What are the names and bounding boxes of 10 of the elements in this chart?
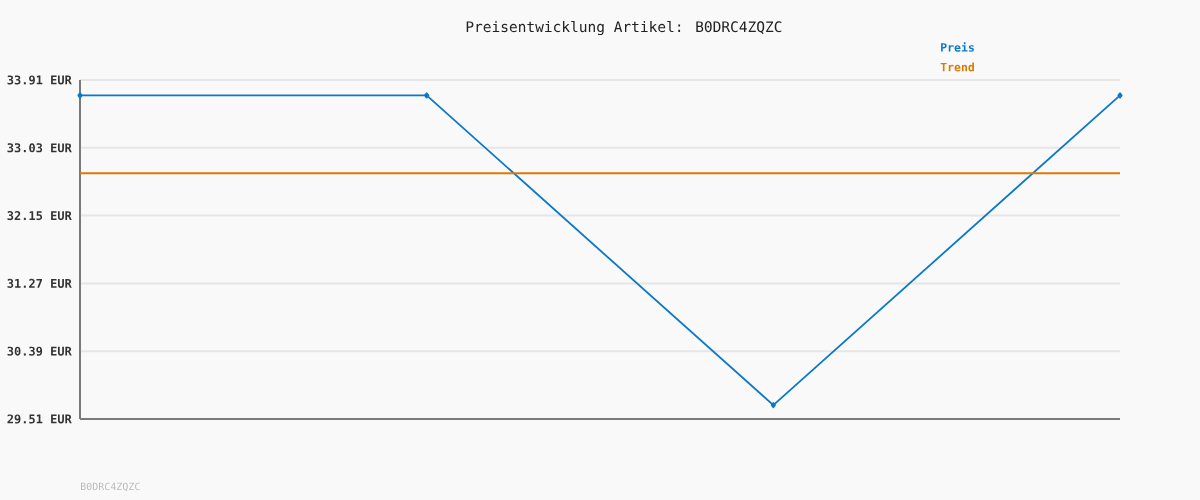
text: B0DRC4ZQZC bbox=[81, 482, 140, 492]
y-tick-label: 33.91 EUR bbox=[7, 75, 72, 85]
text: Trend bbox=[940, 62, 974, 72]
y-tick-label: 31.27 EUR bbox=[7, 278, 72, 288]
y-tick-label: 29.51 EUR bbox=[7, 414, 72, 424]
chart-title: Preisentwicklung Artikel: B0DRC4ZQZC bbox=[466, 20, 782, 36]
y-tick-label: 32.15 EUR bbox=[7, 211, 72, 221]
y-tick-label: 33.03 EUR bbox=[7, 143, 72, 153]
text: Preis bbox=[941, 42, 974, 52]
y-tick-label: 30.39 EUR bbox=[7, 346, 72, 356]
